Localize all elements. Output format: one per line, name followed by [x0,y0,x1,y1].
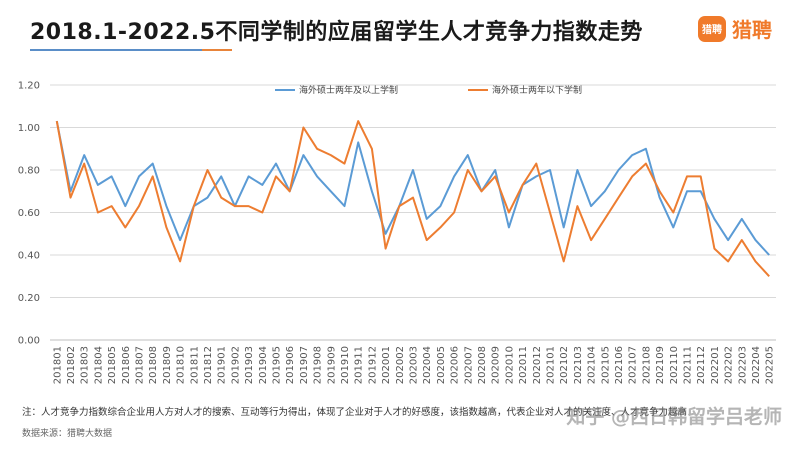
x-tick-label: 202011 [518,346,529,384]
x-tick-label: 201807 [135,346,146,384]
x-tick-label: 201912 [367,346,378,384]
x-tick-label: 201901 [217,346,228,384]
x-tick-label: 202110 [669,346,680,384]
x-tick-label: 201909 [326,346,337,384]
chart-title: 2018.1-2022.5不同学制的应届留学生人才竞争力指数走势 [30,20,643,45]
x-tick-label: 202004 [422,346,433,384]
x-tick-label: 201811 [189,346,200,384]
x-tick-label: 201802 [66,346,77,384]
x-tick-label: 202010 [504,346,515,384]
y-tick-label: 0.00 [18,336,40,347]
x-tick-label: 202104 [587,346,598,384]
x-tick-label: 202203 [737,346,748,384]
x-tick-label: 201904 [258,346,269,384]
x-tick-label: 201804 [93,346,104,384]
x-tick-label: 202001 [381,346,392,384]
x-tick-label: 201908 [313,346,324,384]
series-line-1 [55,120,770,256]
title-underline-orange [202,49,232,51]
x-tick-label: 202103 [573,346,584,384]
x-tick-label: 202106 [614,346,625,384]
x-tick-label: 201803 [80,346,91,384]
x-tick-label: 202108 [641,346,652,384]
x-tick-label: 202002 [395,346,406,384]
y-tick-label: 0.80 [18,166,40,177]
brand-name: 猎聘 [732,18,772,42]
x-tick-label: 202006 [450,346,461,384]
watermark: 知乎 @西日韩留学吕老师 [566,406,782,428]
x-tick-label: 202105 [600,346,611,384]
x-tick-label: 201805 [107,346,118,384]
x-tick-label: 201808 [148,346,159,384]
y-tick-label: 0.60 [18,208,40,219]
x-tick-label: 202205 [765,346,776,384]
x-tick-label: 202202 [724,346,735,384]
x-tick-label: 202003 [409,346,420,384]
x-tick-label: 201809 [162,346,173,384]
legend-label: 海外硕士两年以下学制 [492,84,582,96]
x-tick-label: 201810 [176,346,187,384]
x-tick-label: 202201 [710,346,721,384]
x-tick-label: 202107 [628,346,639,384]
x-tick-label: 202204 [751,346,762,384]
y-tick-label: 1.00 [18,123,40,134]
x-tick-label: 201905 [272,346,283,384]
x-tick-label: 202101 [545,346,556,384]
y-tick-label: 1.20 [18,81,40,92]
brand-logo: 猎聘 猎聘 [698,14,772,43]
x-tick-label: 201812 [203,346,214,384]
x-tick-label: 201903 [244,346,255,384]
x-tick-label: 202007 [463,346,474,384]
x-tick-label: 201906 [285,346,296,384]
x-tick-label: 202009 [491,346,502,384]
x-tick-label: 201907 [299,346,310,384]
y-tick-label: 0.20 [18,293,40,304]
x-tick-label: 202109 [655,346,666,384]
x-tick-label: 202102 [559,346,570,384]
brand-badge-icon: 猎聘 [698,15,726,42]
line-chart: 0.00 0.20 0.40 0.60 0.80 1.00 1.20 201801 201802… [18,81,776,384]
x-tick-label: 202008 [477,346,488,384]
y-tick-label: 0.40 [18,251,40,262]
title-underline-blue [30,49,202,51]
x-tick-label: 201902 [230,346,241,384]
x-tick-label: 202112 [696,346,707,384]
series-line-2 [55,120,770,277]
x-tick-label: 201806 [121,346,132,384]
x-tick-label: 202005 [436,346,447,384]
x-tick-label: 201910 [340,346,351,384]
x-tick-label: 201911 [354,346,365,384]
x-tick-label: 202012 [532,346,543,384]
x-tick-label: 202111 [682,346,693,384]
data-source: 数据来源：猎聘大数据 [22,429,113,439]
footnote: 注：人才竞争力指数综合企业用人方对人才的搜索、互动等行为得出，体现了企业对于人才… [22,407,688,418]
legend-label: 海外硕士两年及以上学制 [299,84,398,96]
x-tick-label: 201801 [52,346,63,384]
